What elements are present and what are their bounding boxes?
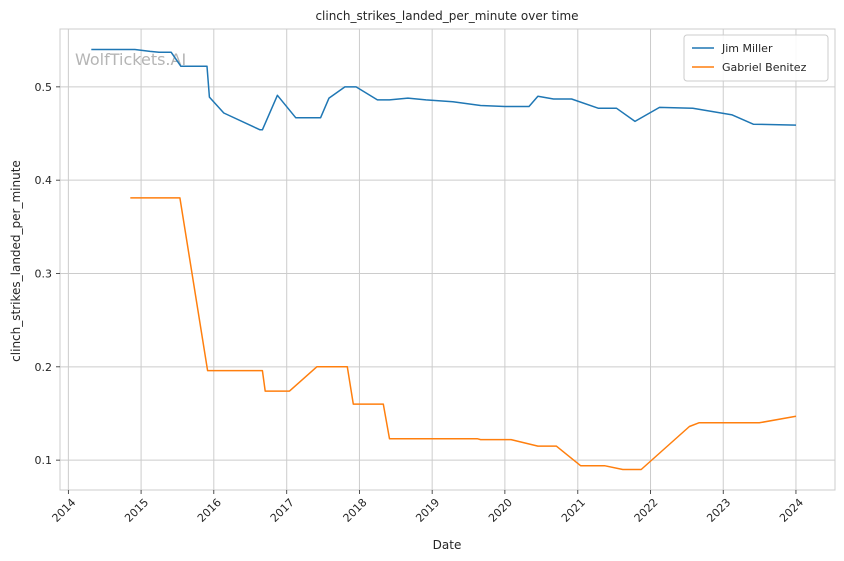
y-tick-label: 0.3 (35, 267, 53, 280)
y-tick-label: 0.5 (35, 81, 53, 94)
series-layer (91, 48, 797, 471)
y-tick-label: 0.1 (35, 454, 53, 467)
legend: Jim Miller Gabriel Benitez (683, 34, 829, 82)
legend-label: Jim Miller (721, 42, 773, 55)
series-line-1 (91, 48, 797, 131)
watermark-text: WolfTickets.AI (75, 50, 186, 69)
y-tick-label: 0.2 (35, 361, 53, 374)
y-tick-label: 0.4 (35, 174, 53, 187)
chart-title: clinch_strikes_landed_per_minute over ti… (315, 9, 578, 23)
plot-area: WolfTickets.AI (59, 28, 836, 491)
plot-background (60, 29, 835, 490)
legend-box (683, 34, 829, 82)
series-line-2 (130, 197, 797, 471)
legend-label: Gabriel Benitez (722, 61, 807, 74)
plot-frame (59, 28, 836, 491)
y-axis-ticks: 0.1 0.2 0.3 0.4 0.5 (35, 81, 60, 467)
grid (60, 29, 835, 490)
x-axis-label: Date (433, 538, 462, 552)
y-axis-label: clinch_strikes_landed_per_minute (9, 160, 23, 362)
